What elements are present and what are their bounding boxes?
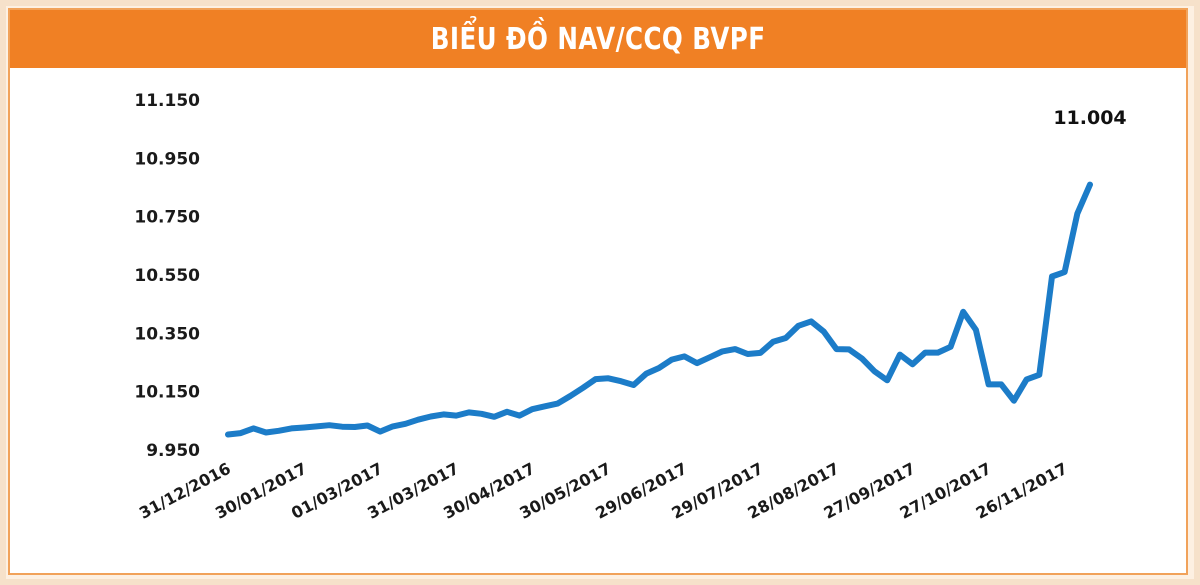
y-tick-label: 9.950 [146,441,200,461]
title-bar: BIỂU ĐỒ NAV/CCQ BVPF [10,10,1186,68]
end-value-label: 11.004 [1053,107,1126,129]
y-tick-label: 10.750 [134,208,200,228]
chart-title: BIỂU ĐỒ NAV/CCQ BVPF [430,21,766,57]
y-axis-ticks: 11.150 10.950 10.750 10.550 10.350 10.150 9.95… [134,91,200,461]
y-tick-label: 10.350 [134,324,200,344]
chart-panel: BIỂU ĐỒ NAV/CCQ BVPF [8,8,1188,575]
y-tick-label: 10.550 [134,266,200,286]
y-tick-label: 10.950 [134,149,200,169]
nav-series-line [225,181,1093,438]
y-tick-label: 10.150 [134,383,200,403]
x-axis-ticks: 31/12/201630/01/201701/03/201731/03/2017… [136,459,1071,523]
y-tick-label: 11.150 [134,91,200,111]
